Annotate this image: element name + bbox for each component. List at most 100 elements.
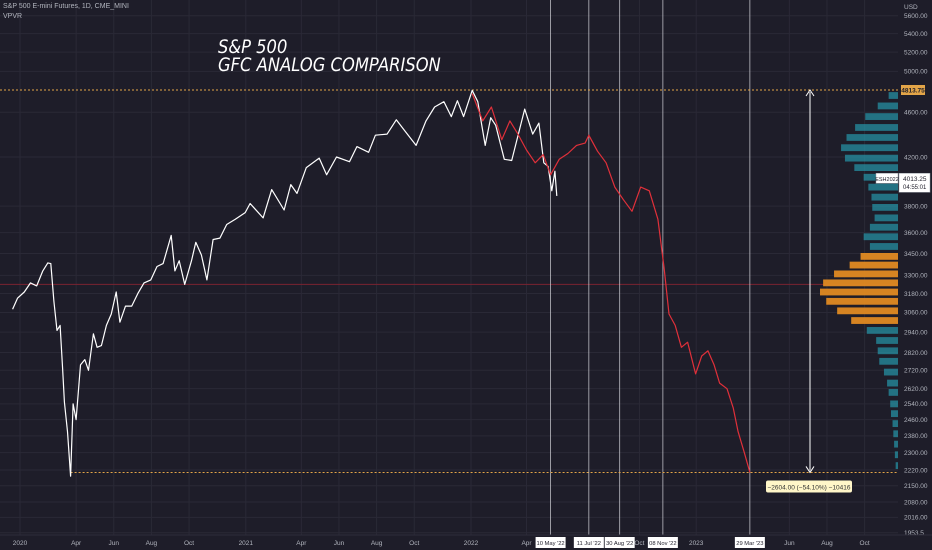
volume-bar [837, 307, 898, 315]
measure-label: −2604.00 (−54.10%) −10416 [766, 480, 852, 493]
indicator-label[interactable]: VPVR [3, 13, 23, 20]
volume-bar [888, 389, 898, 396]
high-level-tag-text: 4813.75 [901, 87, 925, 94]
volume-bar [869, 243, 898, 250]
price-tick-label: 2460.00 [904, 417, 928, 424]
symbol-tag [875, 173, 899, 184]
marker-date-label: 08 Nov '22 [649, 541, 677, 547]
price-tick-label: 2016.00 [904, 515, 928, 522]
volume-bar [865, 113, 898, 120]
time-tick-label: Aug [371, 540, 383, 547]
time-tick-label: 2023 [689, 540, 704, 547]
volume-bar [883, 368, 898, 376]
volume-bar [849, 261, 898, 269]
time-tick-label: 2021 [239, 540, 254, 547]
volume-bar [874, 214, 898, 222]
volume-bar [890, 400, 898, 408]
price-tick-label: 2080.00 [904, 499, 928, 506]
price-tick-label: 2380.00 [904, 433, 928, 440]
time-tick-label: Apr [71, 540, 82, 547]
marker-date-box [647, 537, 678, 548]
price-tick-label: 1953.5 [904, 530, 924, 537]
time-tick-label: Aug [146, 540, 158, 547]
marker-date-box [604, 537, 635, 548]
time-axis-ticks: 2020 Apr Jun Aug Oct 2021 Apr Jun Aug Oct 2022 Apr O… [13, 540, 870, 547]
price-tick-label: 4200.00 [904, 154, 928, 161]
marker-date-label: 29 Mar '23 [736, 541, 763, 547]
time-tick-label: Jun [109, 540, 120, 547]
time-tick-label: Oct [409, 540, 419, 547]
marker-date-labels: 10 May '22 11 Jul '22 30 Aug '22 08 Nov '22… [535, 537, 765, 548]
time-tick-label: 2020 [13, 540, 28, 547]
time-tick-label: Apr [521, 540, 532, 547]
volume-bar [834, 270, 898, 278]
measure-arrow-head-top [805, 89, 815, 97]
volume-bar [860, 252, 898, 260]
time-tick-label: Aug [821, 540, 833, 547]
time-tick-label: Oct [860, 540, 870, 547]
price-tick-label: 3450.00 [904, 251, 928, 258]
price-tick-label: 3060.00 [904, 310, 928, 317]
symbol-tag-text: ESH2022 [875, 177, 899, 183]
volume-bar [888, 92, 898, 99]
volume-bar [877, 102, 898, 110]
marker-date-box [535, 537, 566, 548]
price-tick-label: 2940.00 [904, 329, 928, 336]
volume-bar [846, 134, 898, 141]
volume-bar [869, 223, 898, 231]
volume-profile [820, 92, 898, 469]
time-tick-label: Jun [334, 540, 345, 547]
volume-bar [890, 410, 898, 418]
volume-bar [871, 193, 898, 201]
volume-bar [877, 347, 898, 355]
price-tick-label: 5000.00 [904, 69, 928, 76]
marker-date-label: 11 Jul '22 [577, 541, 601, 547]
time-tick-label: Apr [296, 540, 307, 547]
marker-date-label: 10 May '22 [536, 541, 564, 547]
chart-title-line1: S&P 500 [218, 36, 288, 58]
price-tick-label: 5200.00 [904, 49, 928, 56]
volume-bar [844, 154, 898, 162]
measure-label-box [766, 480, 852, 493]
volume-bar [851, 317, 898, 324]
current-price-text: 4013.25 [903, 176, 927, 183]
price-tick-label: 5400.00 [904, 31, 928, 38]
price-tick-label: 2540.00 [904, 401, 928, 408]
event-markers [550, 0, 751, 535]
grid-lines [0, 0, 898, 535]
price-tick-label: 3800.00 [904, 203, 928, 210]
marker-date-box [573, 537, 604, 548]
price-tick-label: 5600.00 [904, 13, 928, 20]
volume-bar [894, 440, 898, 448]
time-tick-label: 2022 [464, 540, 479, 547]
price-tick-label: 2720.00 [904, 368, 928, 375]
high-level-tag [901, 85, 925, 95]
volume-bar [876, 337, 898, 344]
marker-date-box [734, 537, 765, 548]
price-tick-label: 3600.00 [904, 230, 928, 237]
chart-title-line2: GFC ANALOG COMPARISON [218, 54, 441, 76]
volume-bar [887, 379, 898, 387]
price-tick-label: 2220.00 [904, 467, 928, 474]
volume-bar [866, 327, 898, 334]
volume-bar [894, 451, 898, 459]
marker-date-label: 30 Aug '22 [606, 541, 633, 547]
volume-bar [892, 420, 898, 428]
volume-bar [893, 430, 898, 438]
volume-bar [841, 144, 898, 152]
price-axis-ticks: 1953.5 2016.00 2080.00 2150.00 2220.00 2300.0… [904, 13, 928, 537]
price-series-line [12, 89, 558, 477]
measure-label-text: −2604.00 (−54.10%) −10416 [768, 484, 851, 491]
time-tick-label: Jun [784, 540, 795, 547]
time-tick-label: Oct [184, 540, 194, 547]
volume-bar [872, 203, 898, 211]
price-tick-label: 2620.00 [904, 386, 928, 393]
analog-series-line [471, 93, 751, 473]
volume-bar [863, 233, 898, 241]
symbol-header[interactable]: S&P 500 E-mini Futures, 1D, CME_MINI [3, 3, 129, 10]
volume-bar [868, 183, 898, 191]
volume-bar [855, 124, 898, 131]
measure-arrow-head-bottom [805, 466, 815, 474]
